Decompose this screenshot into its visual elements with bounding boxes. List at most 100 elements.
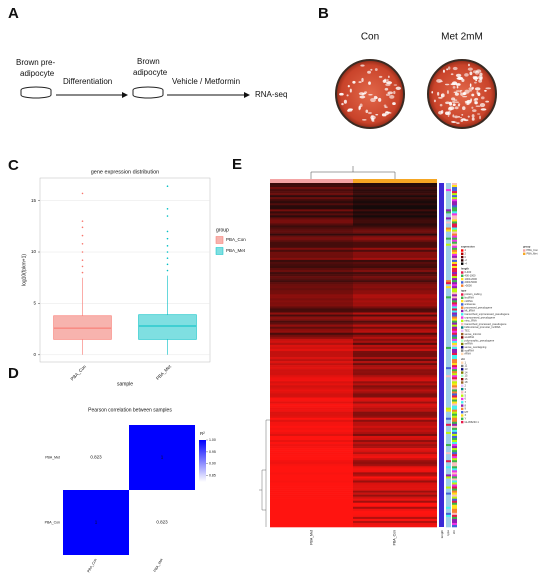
speckle — [389, 95, 395, 99]
legend-swatch — [461, 274, 464, 277]
heat-row — [270, 272, 353, 275]
heat-row — [353, 294, 437, 297]
heat-row — [353, 397, 437, 400]
speckle — [475, 79, 478, 82]
legend-swatch — [461, 352, 464, 356]
speckle — [455, 73, 462, 78]
annot-row — [452, 322, 457, 325]
annot-row — [446, 385, 451, 388]
heat-row — [353, 444, 437, 447]
speckle — [467, 115, 470, 118]
legend-title: R² — [200, 431, 205, 436]
heat-row — [353, 423, 437, 427]
annot-row — [452, 286, 457, 289]
legend-label: bidirectional_promoter_lncRNA — [465, 325, 501, 329]
heat-row — [270, 185, 353, 188]
legend-label: snRNA — [465, 342, 473, 346]
speckle — [478, 75, 483, 80]
annot-row — [452, 255, 457, 259]
speckle — [370, 68, 373, 71]
heat-row — [270, 405, 353, 408]
heat-row — [353, 431, 437, 435]
heat-row — [353, 369, 437, 372]
annot-row — [446, 470, 451, 473]
annot-row — [446, 381, 451, 384]
panel-label: B — [318, 5, 329, 22]
legend-label: protein_coding — [465, 292, 483, 296]
annot-row — [446, 324, 451, 327]
annot-row — [446, 379, 451, 382]
heat-row — [353, 359, 437, 362]
heat-row — [353, 413, 437, 417]
annot-row — [446, 318, 451, 321]
heat-row — [270, 324, 353, 327]
annot-row — [446, 205, 451, 208]
speckle — [451, 97, 456, 101]
heat-row — [270, 193, 353, 196]
heat-row — [270, 369, 353, 372]
heat-row — [353, 381, 437, 384]
heat-row — [353, 263, 437, 267]
heat-row — [353, 488, 437, 491]
annot-row — [446, 330, 451, 334]
annot-row — [452, 373, 457, 376]
heat-row — [270, 195, 353, 198]
heat-row — [353, 355, 437, 358]
x-tick-label: PBA_Met — [155, 363, 173, 381]
speckle — [367, 70, 372, 74]
heat-row — [353, 223, 437, 226]
speckle — [459, 116, 463, 119]
heat-row — [353, 415, 437, 419]
annot-row — [452, 225, 457, 228]
heat-row — [270, 225, 353, 228]
heat-row — [270, 510, 353, 514]
heat-row — [270, 377, 353, 380]
speckle — [467, 63, 471, 67]
legend-swatch — [461, 326, 464, 329]
annot-row — [446, 278, 451, 281]
heat-row — [353, 375, 437, 378]
legend-swatch — [461, 296, 464, 299]
heat-row — [270, 322, 353, 325]
speckle — [462, 95, 468, 98]
heat-row — [353, 510, 437, 514]
speckle — [442, 69, 445, 73]
speckle — [451, 121, 457, 123]
speckle — [445, 101, 451, 105]
speckle — [387, 75, 390, 78]
annot-row — [452, 494, 457, 497]
annot-row — [446, 419, 451, 423]
heat-row — [270, 522, 353, 526]
annot-row — [446, 448, 451, 451]
heat-row — [270, 286, 353, 289]
annot-row — [452, 476, 457, 479]
speckle — [479, 72, 483, 77]
annot-row — [446, 340, 451, 344]
legend-swatch — [461, 319, 464, 323]
annot-row — [446, 492, 451, 495]
legend-swatch — [461, 284, 464, 287]
legend-label: 13 — [465, 367, 468, 371]
annot-row — [446, 223, 451, 226]
cell-label: 1 — [95, 520, 98, 525]
heat-row — [353, 466, 437, 469]
annot-row — [446, 405, 451, 408]
heat-row — [353, 199, 437, 202]
heat-row — [270, 413, 353, 417]
speckle — [456, 122, 460, 124]
speckle — [393, 90, 396, 95]
heat-row — [270, 494, 353, 497]
annot-row — [452, 306, 457, 309]
annot-row — [452, 247, 457, 251]
annot-row — [446, 229, 451, 232]
legend-title: type — [461, 289, 467, 293]
legend-swatch — [215, 236, 224, 244]
heat-row — [270, 460, 353, 463]
annot-row — [452, 472, 457, 475]
colorbar-label: 0.90 — [209, 462, 216, 466]
annot-row — [452, 243, 457, 247]
heat-row — [270, 520, 353, 524]
annot-row — [446, 415, 451, 419]
legend-label: MT — [465, 410, 469, 414]
annot-row — [446, 377, 451, 380]
